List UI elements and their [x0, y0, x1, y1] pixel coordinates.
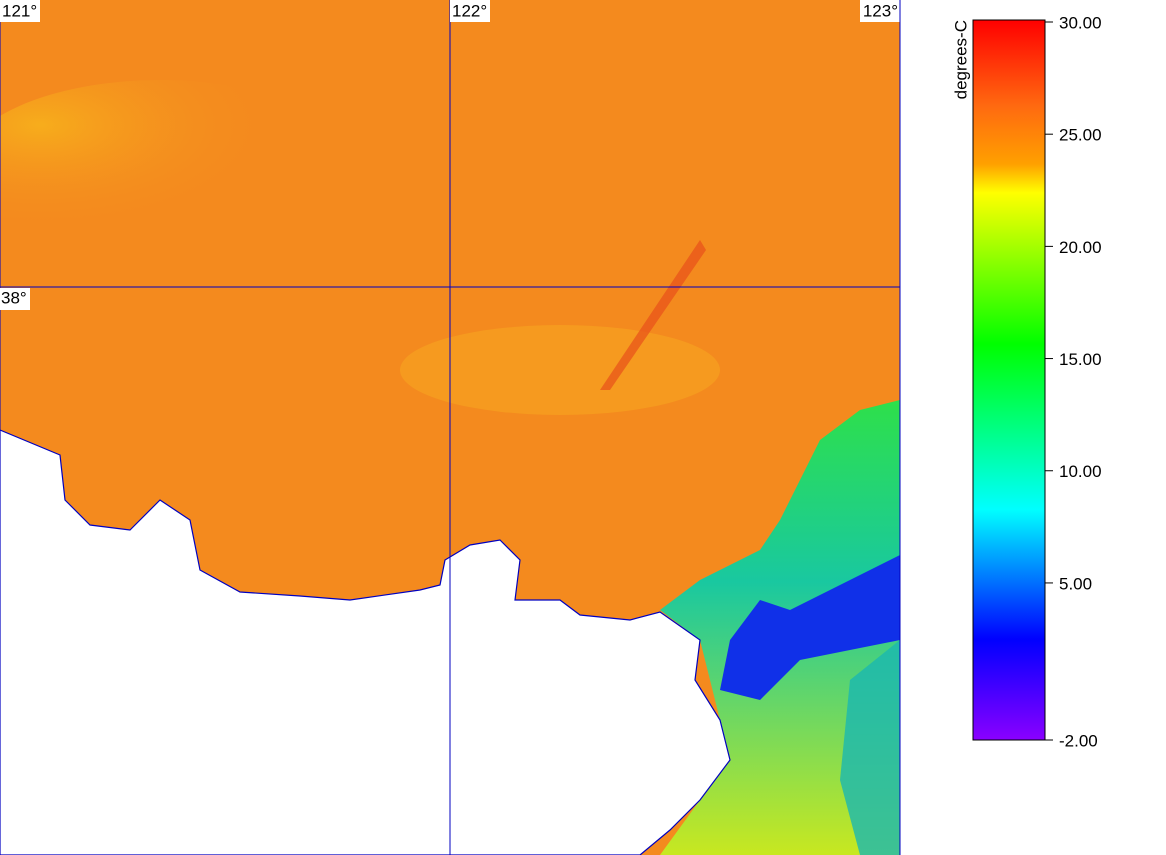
- label-bg: [450, 0, 490, 22]
- land: [0, 429, 731, 855]
- label-bg: [0, 0, 40, 22]
- colorbar-tick-label: 25.00: [1059, 126, 1102, 145]
- longitude-label: 122°: [452, 1, 487, 20]
- warm-front: [600, 240, 706, 390]
- colorbar-tick-label: 15.00: [1059, 350, 1102, 369]
- colorbar-ramp: [972, 19, 1046, 741]
- colorbar-tick-label: 5.00: [1059, 574, 1092, 593]
- label-bg: [860, 0, 900, 22]
- longitude-label: 123°: [863, 1, 898, 20]
- latitude-label: 38°: [1, 288, 27, 307]
- warm-band: [400, 325, 720, 415]
- colorbar-tick-label: -2.00: [1059, 731, 1098, 750]
- colorbar-tick-label: 20.00: [1059, 238, 1102, 257]
- warm-band: [0, 80, 360, 260]
- colorbar: degrees-C 30.00 25.00 20.00 15.00 10.00 5.00 -…: [951, 13, 1101, 750]
- map: 121° 122° 123° 38°: [0, 0, 901, 855]
- colorbar-tick-label: 10.00: [1059, 462, 1102, 481]
- longitude-label: 121°: [2, 1, 37, 20]
- colorbar-tick-label: 30.00: [1059, 13, 1102, 32]
- cold-core: [720, 555, 900, 700]
- label-bg: [0, 288, 30, 310]
- colorbar-title: degrees-C: [951, 20, 970, 99]
- cool-water: [840, 640, 900, 855]
